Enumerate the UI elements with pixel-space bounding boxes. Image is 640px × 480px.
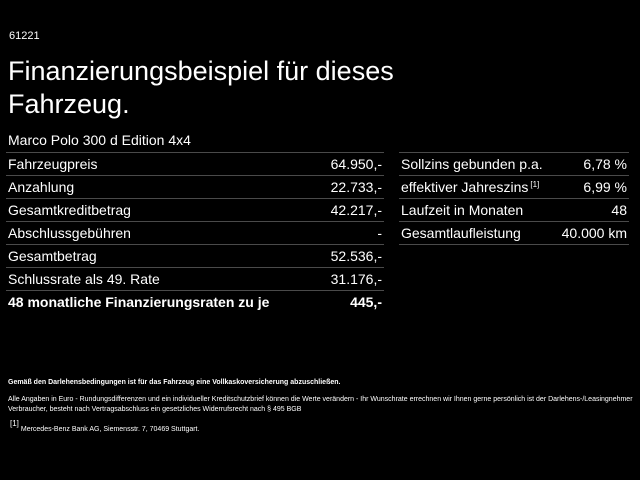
subtitle: Marco Polo 300 d Edition 4x4 — [8, 132, 191, 148]
table-row: effektiver Jahreszins [1] 6,99 % — [399, 176, 629, 199]
row-label: Laufzeit in Monaten — [401, 202, 524, 218]
row-label: effektiver Jahreszins — [401, 179, 529, 195]
footnote: Alle Angaben in Euro - Rundungsdifferenz… — [8, 396, 633, 413]
row-label: Gesamtkreditbetrag — [8, 202, 131, 218]
footnote-marker: [1] — [10, 419, 19, 428]
row-value: 6,78 % — [583, 156, 627, 172]
row-label: Gesamtbetrag — [8, 248, 97, 264]
row-value: 48 — [611, 202, 627, 218]
table-row: Fahrzeugpreis 64.950,- — [6, 152, 384, 176]
table-row: Abschlussgebühren - — [6, 222, 384, 245]
row-label: 48 monatliche Finanzierungsraten zu je — [8, 294, 270, 310]
row-value: 6,99 % — [583, 179, 627, 195]
row-label: Sollzins gebunden p.a. — [401, 156, 543, 172]
row-value: 445,- — [350, 294, 382, 310]
table-row: Schlussrate als 49. Rate 31.176,- — [6, 268, 384, 291]
footnote: Gemäß den Darlehensbedingungen ist für d… — [8, 379, 341, 386]
row-value: 42.217,- — [330, 202, 382, 218]
table-row: Gesamtlaufleistung 40.000 km — [399, 222, 629, 245]
row-value: 31.176,- — [330, 271, 382, 287]
right-table: Sollzins gebunden p.a. 6,78 % effektiver J… — [399, 152, 629, 245]
row-value: 22.733,- — [330, 179, 382, 195]
footnote: [1] Mercedes-Benz Bank AG, Siemensstr. 7… — [8, 419, 633, 435]
table-row: Laufzeit in Monaten 48 — [399, 199, 629, 222]
row-label-group: Gesamtlaufleistung — [401, 225, 521, 241]
left-table: Fahrzeugpreis 64.950,- Anzahlung 22.733,- Ge… — [6, 152, 384, 313]
table-row: Anzahlung 22.733,- — [6, 176, 384, 199]
row-label: Fahrzeugpreis — [8, 156, 98, 172]
row-label: Schlussrate als 49. Rate — [8, 271, 160, 287]
row-label-group: Sollzins gebunden p.a. — [401, 156, 543, 172]
footnote-marker: [1] — [530, 180, 540, 189]
row-label: Anzahlung — [8, 179, 75, 195]
row-value: 40.000 km — [561, 225, 627, 241]
row-value: 52.536,- — [330, 248, 382, 264]
code: 61221 — [9, 30, 40, 42]
title: Finanzierungsbeispiel für dieses Fahrzeu… — [8, 56, 394, 119]
row-label-group: Laufzeit in Monaten — [401, 202, 523, 218]
row-label: Abschlussgebühren — [8, 225, 131, 241]
row-value: 64.950,- — [330, 156, 382, 172]
table-row: Gesamtkreditbetrag 42.217,- — [6, 199, 384, 222]
footnote: Mercedes-Benz Bank AG, Siemensstr. 7, 70… — [20, 426, 200, 433]
table-row: 48 monatliche Finanzierungsraten zu je 44… — [6, 291, 384, 313]
row-value: - — [377, 225, 382, 241]
row-label: Gesamtlaufleistung — [401, 225, 521, 241]
row-label-group: effektiver Jahreszins [1] — [401, 179, 539, 195]
table-row: Sollzins gebunden p.a. 6,78 % — [399, 152, 629, 176]
table-row: Gesamtbetrag 52.536,- — [6, 245, 384, 268]
